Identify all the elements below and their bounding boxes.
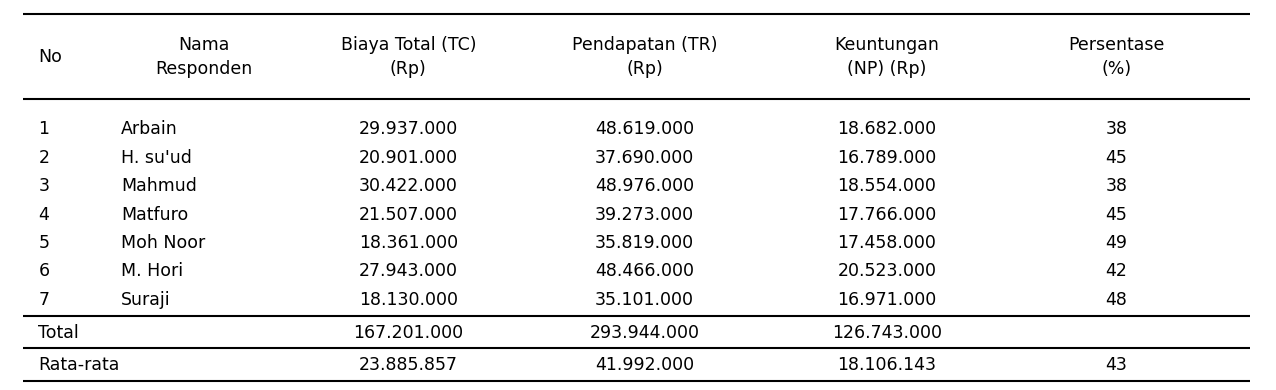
Text: Moh Noor: Moh Noor [121, 234, 205, 252]
Text: Biaya Total (TC)
(Rp): Biaya Total (TC) (Rp) [341, 36, 476, 78]
Text: No: No [38, 48, 63, 66]
Text: M. Hori: M. Hori [121, 262, 184, 280]
Text: Total: Total [38, 324, 79, 342]
Text: Keuntungan
(NP) (Rp): Keuntungan (NP) (Rp) [835, 36, 939, 78]
Text: 48.466.000: 48.466.000 [595, 262, 694, 280]
Text: 48: 48 [1105, 291, 1128, 308]
Text: 17.766.000: 17.766.000 [837, 206, 937, 223]
Text: 45: 45 [1105, 149, 1128, 167]
Text: H. su'ud: H. su'ud [121, 149, 193, 167]
Text: 1: 1 [38, 121, 50, 138]
Text: Pendapatan (TR)
(Rp): Pendapatan (TR) (Rp) [572, 36, 717, 78]
Text: 48.976.000: 48.976.000 [595, 177, 694, 195]
Text: 23.885.857: 23.885.857 [359, 356, 458, 374]
Text: 2: 2 [38, 149, 50, 167]
Text: 35.101.000: 35.101.000 [595, 291, 694, 308]
Text: 17.458.000: 17.458.000 [837, 234, 937, 252]
Text: Arbain: Arbain [121, 121, 177, 138]
Text: 18.682.000: 18.682.000 [837, 121, 937, 138]
Text: 48.619.000: 48.619.000 [595, 121, 694, 138]
Text: 30.422.000: 30.422.000 [359, 177, 458, 195]
Text: 16.971.000: 16.971.000 [837, 291, 937, 308]
Text: 5: 5 [38, 234, 50, 252]
Text: 45: 45 [1105, 206, 1128, 223]
Text: 18.554.000: 18.554.000 [837, 177, 937, 195]
Text: 39.273.000: 39.273.000 [595, 206, 694, 223]
Text: 21.507.000: 21.507.000 [359, 206, 458, 223]
Text: 4: 4 [38, 206, 50, 223]
Text: 37.690.000: 37.690.000 [595, 149, 694, 167]
Text: 35.819.000: 35.819.000 [595, 234, 694, 252]
Text: 7: 7 [38, 291, 50, 308]
Text: 20.901.000: 20.901.000 [359, 149, 458, 167]
Text: Matfuro: Matfuro [121, 206, 189, 223]
Text: 6: 6 [38, 262, 50, 280]
Text: Nama
Responden: Nama Responden [156, 36, 253, 78]
Text: Rata-rata: Rata-rata [38, 356, 120, 374]
Text: 16.789.000: 16.789.000 [837, 149, 937, 167]
Text: 41.992.000: 41.992.000 [595, 356, 694, 374]
Text: Persentase
(%): Persentase (%) [1068, 36, 1165, 78]
Text: 3: 3 [38, 177, 50, 195]
Text: 167.201.000: 167.201.000 [353, 324, 463, 342]
Text: 27.943.000: 27.943.000 [359, 262, 458, 280]
Text: 18.361.000: 18.361.000 [359, 234, 458, 252]
Text: 38: 38 [1105, 121, 1128, 138]
Text: 126.743.000: 126.743.000 [832, 324, 942, 342]
Text: Mahmud: Mahmud [121, 177, 197, 195]
Text: 18.130.000: 18.130.000 [359, 291, 458, 308]
Text: 43: 43 [1105, 356, 1128, 374]
Text: Suraji: Suraji [121, 291, 171, 308]
Text: 20.523.000: 20.523.000 [837, 262, 937, 280]
Text: 42: 42 [1105, 262, 1128, 280]
Text: 38: 38 [1105, 177, 1128, 195]
Text: 18.106.143: 18.106.143 [837, 356, 937, 374]
Text: 49: 49 [1105, 234, 1128, 252]
Text: 29.937.000: 29.937.000 [359, 121, 458, 138]
Text: 293.944.000: 293.944.000 [590, 324, 699, 342]
